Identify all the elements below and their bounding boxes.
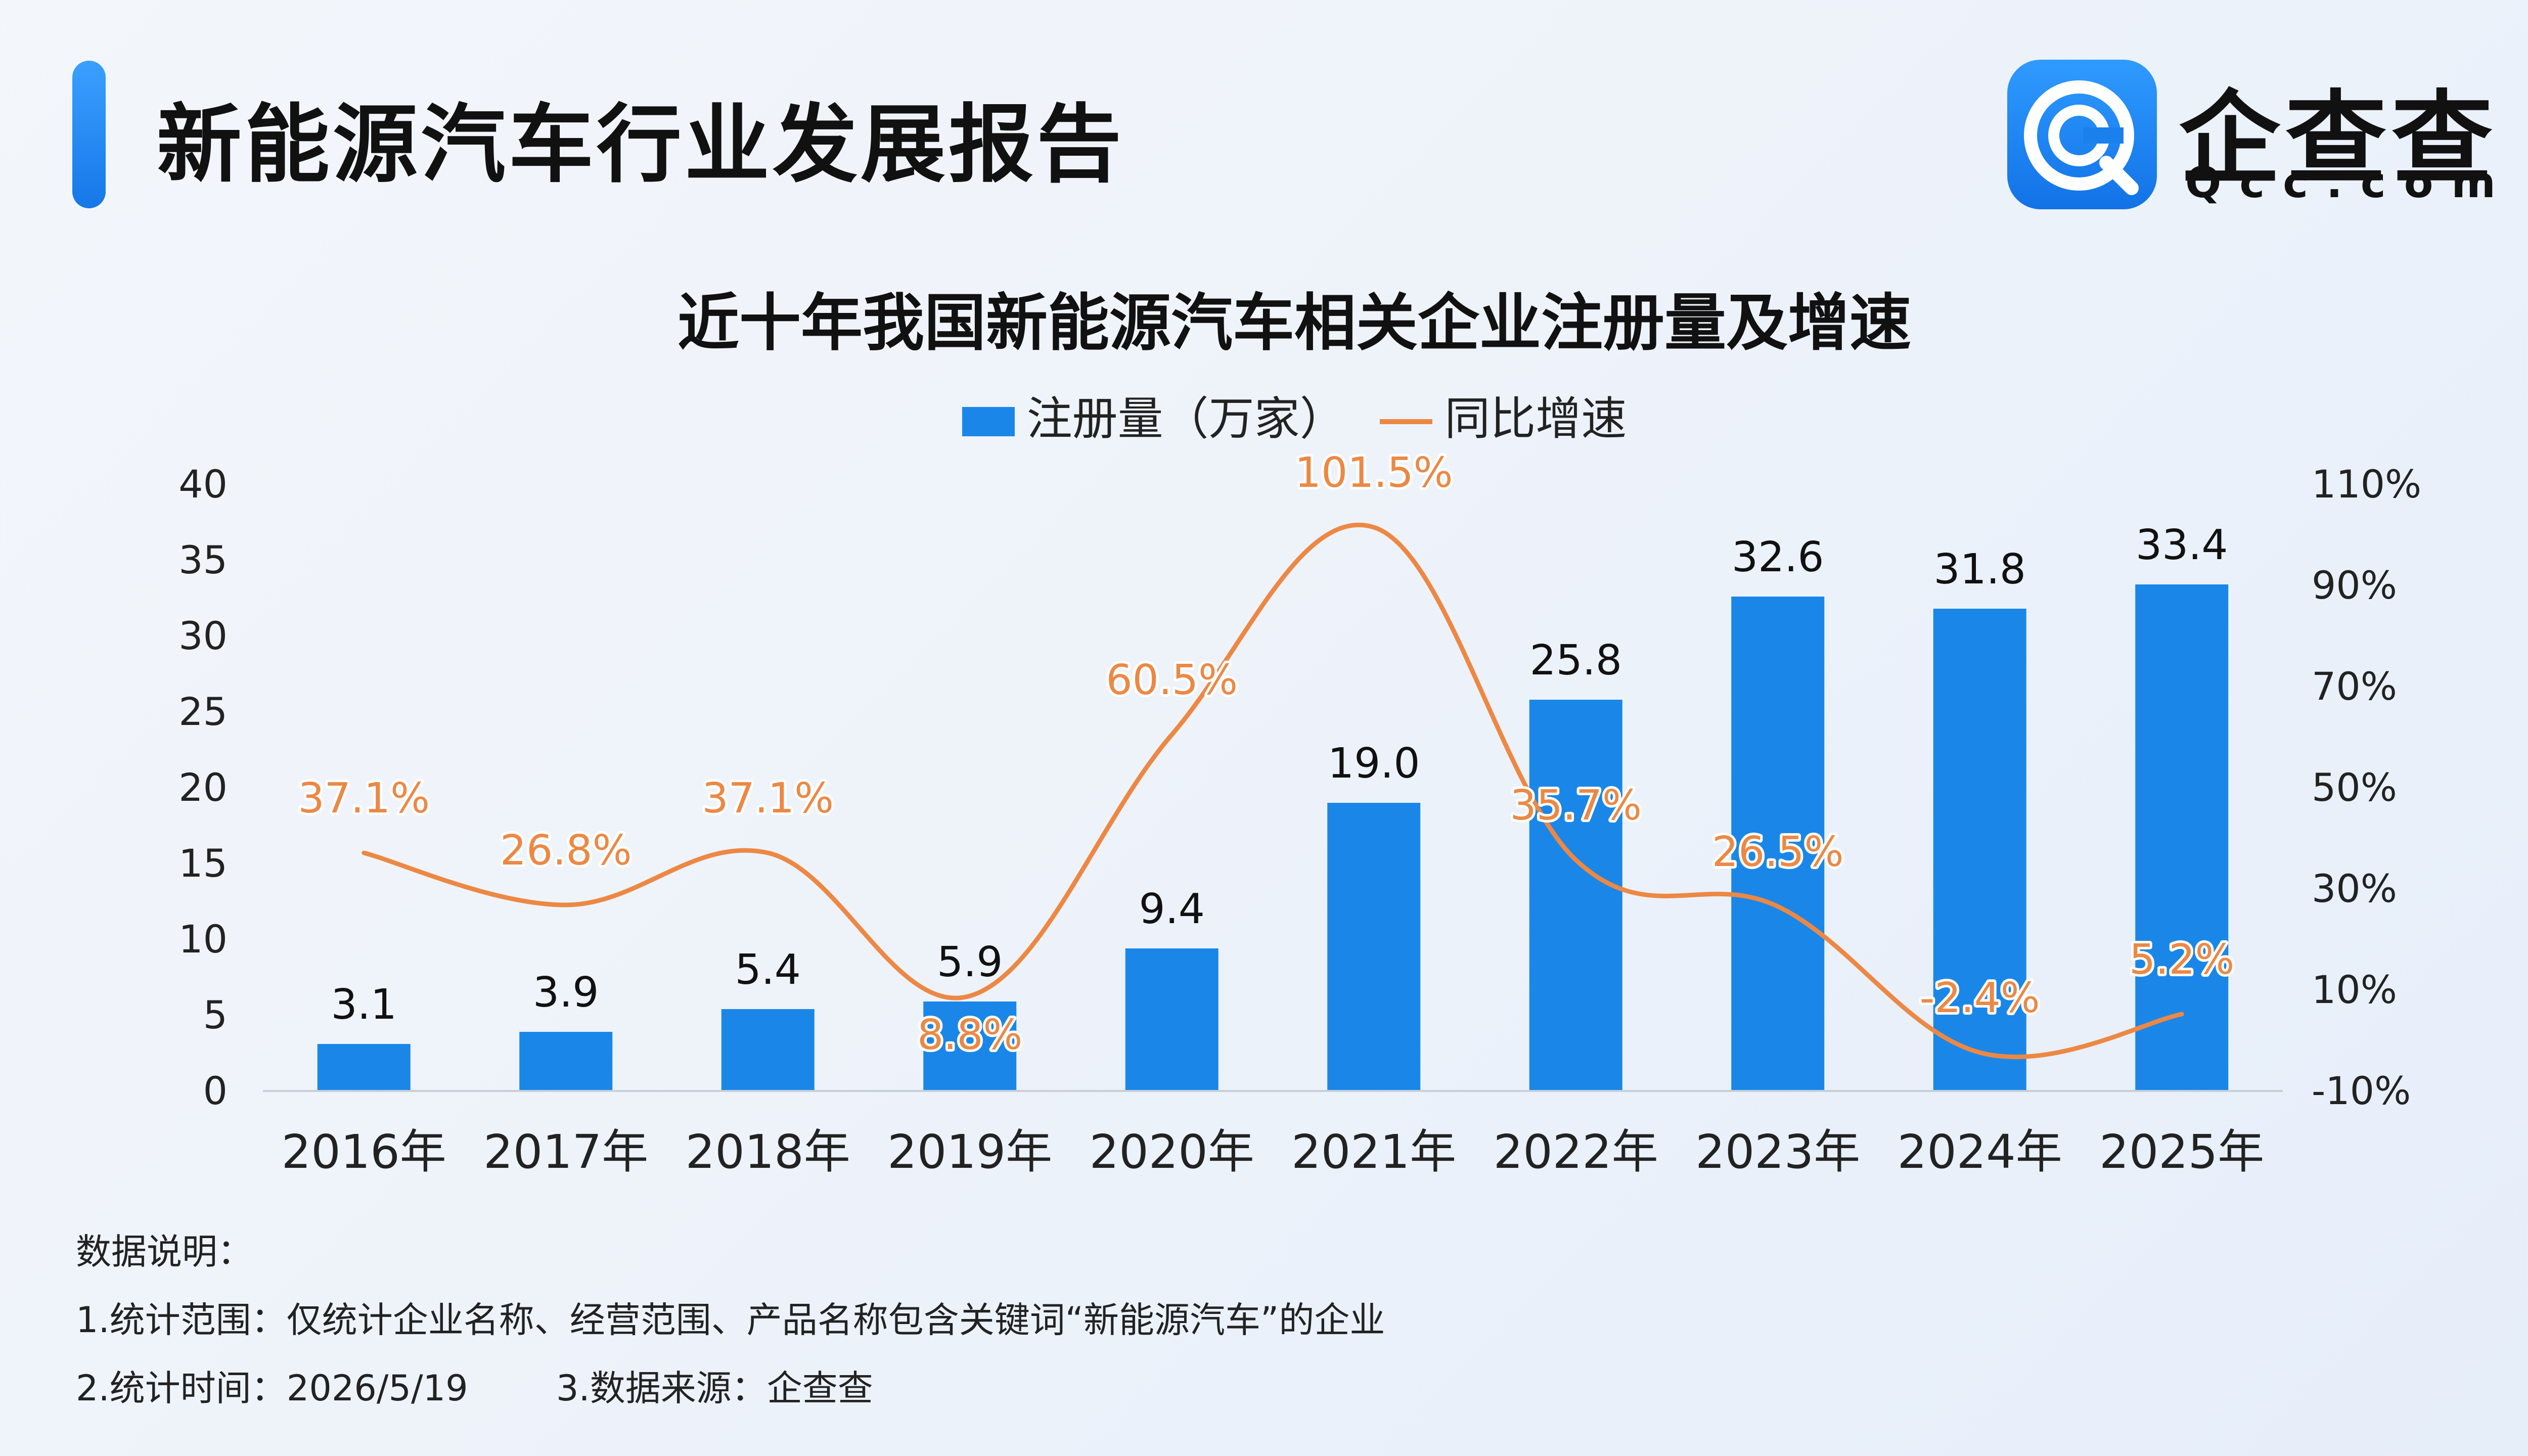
- bar-9: [2135, 584, 2229, 1091]
- line-value-label: 35.7%: [1510, 782, 1642, 830]
- brand-domain: Qcc.com: [2185, 158, 2514, 207]
- growth-rate-point-9: [2181, 1014, 2182, 1015]
- legend-item-line: 同比增速: [1380, 382, 1627, 447]
- growth-rate-point-2: [768, 852, 769, 853]
- y-left-tick-label: 30: [178, 613, 228, 658]
- bar-value-label: 9.4: [1139, 885, 1205, 933]
- legend-line-label: 同比增速: [1444, 392, 1627, 445]
- y-left-tick-label: 20: [178, 765, 228, 810]
- line-value-label: 26.8%: [500, 827, 632, 875]
- brand-name: 企查查: [2179, 80, 2498, 198]
- growth-rate-point-5: [1373, 527, 1374, 528]
- chart-legend: 注册量（万家） 同比增速: [0, 382, 2528, 447]
- bar-4: [1125, 948, 1218, 1091]
- bar-5: [1327, 803, 1421, 1091]
- growth-rate-point-6: [1575, 859, 1576, 860]
- qcc-logo-icon: [2007, 60, 2157, 209]
- y-right-tick-label: 90%: [2312, 563, 2397, 608]
- x-tick-label: 2016年: [282, 1125, 446, 1179]
- bar-2: [721, 1009, 815, 1091]
- growth-rate-line: [362, 522, 2184, 1060]
- x-tick-label: 2022年: [1494, 1125, 1658, 1179]
- bar-value-label: 5.4: [735, 946, 801, 994]
- bar-6: [1529, 700, 1622, 1091]
- bar-value-label: 33.4: [2136, 521, 2228, 569]
- x-tick-label: 2024年: [1898, 1125, 2062, 1179]
- y-right-tick-label: 70%: [2312, 664, 2397, 709]
- chart-title: 近十年我国新能源汽车相关企业注册量及增速: [678, 287, 1911, 359]
- y-left-tick-label: 0: [203, 1068, 228, 1113]
- x-tick-label: 2025年: [2099, 1125, 2264, 1179]
- bar-value-label: 3.9: [533, 969, 599, 1017]
- growth-rate-point-3: [969, 995, 970, 996]
- report-title: 新能源汽车行业发展报告: [157, 95, 1124, 194]
- notes-heading: 数据说明：: [76, 1231, 253, 1272]
- notes-scope: 1.统计范围：仅统计企业名称、经营范围、产品名称包含关键词“新能源汽车”的企业: [76, 1299, 1385, 1341]
- bar-8: [1933, 609, 2026, 1091]
- legend-item-bars: 注册量（万家）: [962, 382, 1345, 447]
- line-value-label: 60.5%: [1106, 656, 1238, 704]
- legend-bar-swatch: [962, 407, 1015, 437]
- line-value-label: 37.1%: [702, 775, 834, 823]
- y-right-tick-label: 30%: [2312, 866, 2397, 911]
- legend-line-swatch: [1380, 419, 1433, 425]
- bar-value-label: 19.0: [1328, 740, 1420, 788]
- y-left-tick-label: 15: [178, 841, 228, 886]
- bar-1: [519, 1032, 613, 1091]
- growth-rate-point-1: [565, 904, 566, 905]
- line-value-label: 8.8%: [917, 1011, 1022, 1059]
- line-value-label: 37.1%: [298, 775, 430, 823]
- growth-rate-point-8: [1979, 1052, 1980, 1053]
- x-tick-label: 2021年: [1291, 1125, 1456, 1179]
- y-left-tick-label: 25: [178, 689, 228, 734]
- bar-3: [923, 1002, 1017, 1091]
- legend-bar-label: 注册量（万家）: [1026, 392, 1345, 445]
- qcc-logo-mark: [2024, 80, 2139, 195]
- line-value-label: 101.5%: [1295, 449, 1453, 497]
- x-tick-label: 2023年: [1695, 1125, 1860, 1179]
- line-value-label: -2.4%: [1920, 974, 2040, 1022]
- growth-rate-point-7: [1777, 906, 1778, 907]
- bar-value-label: 25.8: [1529, 636, 1622, 685]
- y-left-tick-label: 40: [178, 462, 228, 507]
- line-value-label: 5.2%: [2129, 936, 2234, 984]
- y-left-tick-label: 35: [178, 537, 228, 582]
- growth-rate-point-0: [364, 852, 365, 853]
- y-left-tick-label: 10: [178, 917, 228, 962]
- y-right-tick-label: -10%: [2312, 1068, 2411, 1113]
- bar-value-label: 32.6: [1732, 533, 1824, 581]
- notes-source: 3.数据来源：企查查: [556, 1368, 873, 1409]
- y-right-tick-label: 10%: [2312, 967, 2397, 1012]
- header-accent-bar: [72, 61, 106, 208]
- y-right-tick-label: 50%: [2312, 765, 2397, 810]
- x-tick-label: 2020年: [1090, 1125, 1254, 1179]
- growth-rate-point-4: [1171, 734, 1172, 735]
- notes-date: 2.统计时间：2026/5/19: [76, 1368, 468, 1409]
- x-tick-label: 2018年: [686, 1125, 850, 1179]
- bar-0: [317, 1044, 411, 1091]
- bar-7: [1731, 597, 1825, 1091]
- y-left-tick-label: 5: [203, 992, 228, 1037]
- bar-value-label: 3.1: [331, 981, 397, 1029]
- x-tick-label: 2017年: [483, 1125, 648, 1179]
- y-right-tick-label: 110%: [2312, 462, 2421, 507]
- bar-value-label: 31.8: [1933, 545, 2026, 594]
- line-value-label: 26.5%: [1712, 828, 1844, 876]
- x-tick-label: 2019年: [887, 1125, 1052, 1179]
- bar-value-label: 5.9: [937, 938, 1003, 986]
